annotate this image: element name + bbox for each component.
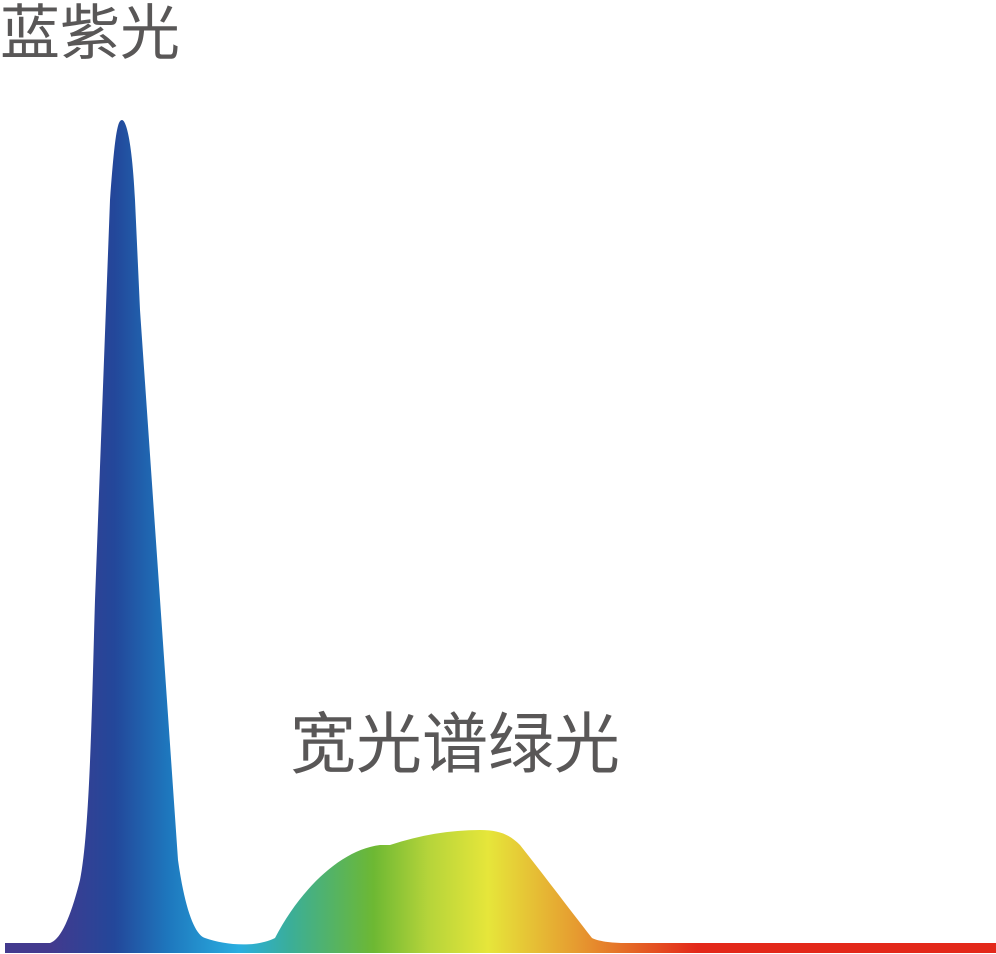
broad-green-label: 宽光谱绿光: [290, 706, 620, 783]
blue-violet-label: 蓝紫光: [0, 0, 180, 69]
spectrum-curve: [5, 120, 996, 953]
